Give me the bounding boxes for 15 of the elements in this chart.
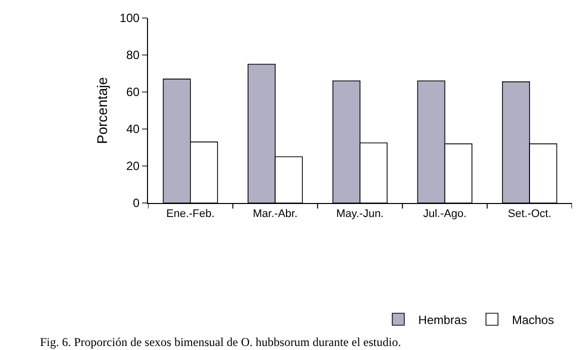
y-tick-label: 80 (126, 48, 140, 62)
y-tick-label: 60 (126, 85, 140, 100)
y-axis-title: Porcentaje (94, 76, 110, 144)
y-tick-label: 40 (126, 122, 140, 136)
x-tick-label: Jul.-Ago. (423, 208, 467, 220)
x-tick-label: Ene.-Feb. (166, 208, 215, 220)
y-tick-label: 0 (132, 196, 140, 210)
legend-label: Machos (512, 312, 554, 327)
caption: Fig. 6. Proporción de sexos bimensual de O. hubbsorum durante el estudio. (40, 335, 401, 349)
x-tick-label: Mar.-Abr. (252, 208, 298, 220)
x-tick-label: May.-Jun. (336, 208, 384, 220)
legend-label: Hembras (418, 312, 467, 327)
x-tick-label: Set.-Oct. (508, 208, 552, 220)
y-tick-label: 20 (126, 159, 140, 174)
y-tick-label: 100 (120, 11, 140, 26)
